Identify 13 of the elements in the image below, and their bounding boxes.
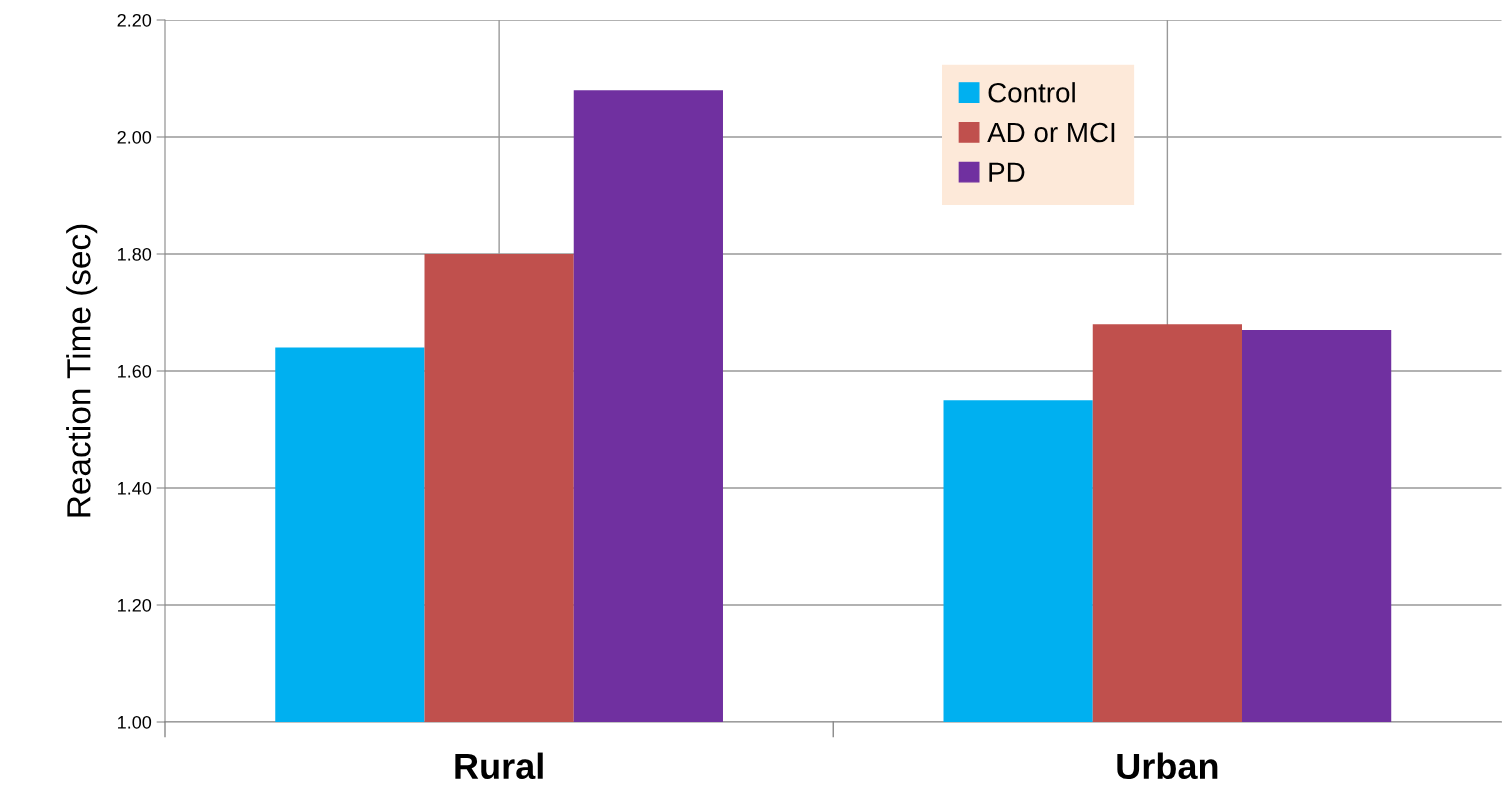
y-tick-label: 1.20 <box>118 598 152 612</box>
y-tick-label: 1.60 <box>118 364 152 378</box>
x-tick-label: Urban <box>1117 752 1218 780</box>
y-tick-label: 1.80 <box>118 247 152 261</box>
y-tick-label: 2.20 <box>117 13 152 27</box>
y-axis-title: Reaction Time (sec) <box>66 224 98 517</box>
legend-label: PD <box>989 162 1025 182</box>
x-tick-label: Rural <box>455 752 543 780</box>
y-tick-label: 1.40 <box>118 481 152 495</box>
legend-label: AD or MCI <box>987 122 1115 143</box>
y-tick-label: 2.00 <box>117 130 152 144</box>
legend-label: Control <box>988 82 1075 103</box>
y-tick-label: 1.00 <box>118 715 152 729</box>
